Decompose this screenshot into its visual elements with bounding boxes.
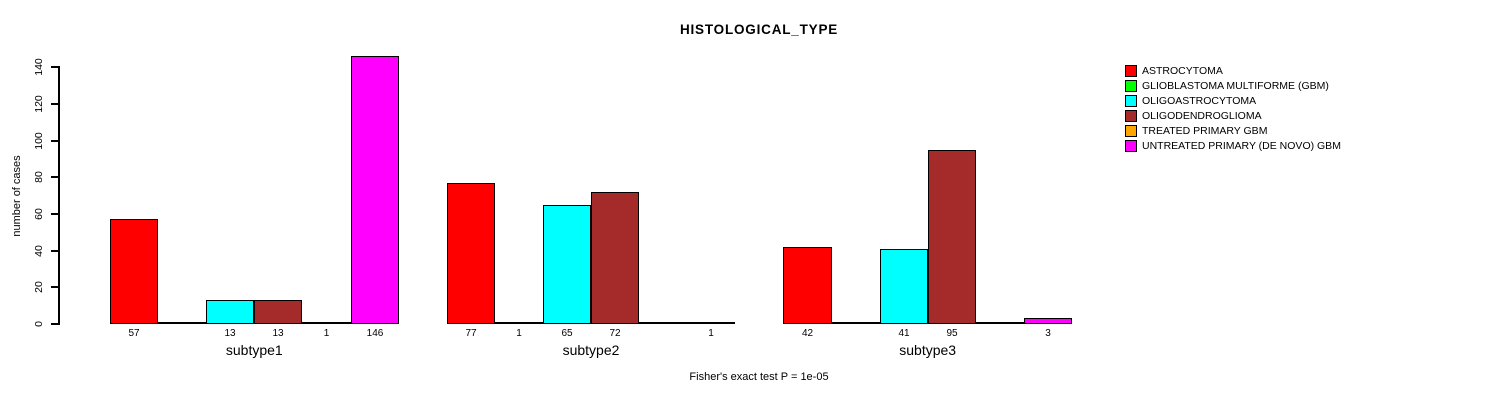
bar-subtype1-astrocytoma (110, 219, 158, 324)
y-tick-mark-60 (51, 212, 60, 215)
legend-color-swatch-astrocytoma (1125, 65, 1137, 77)
bar-subtype1-oligodendroglioma (254, 300, 302, 324)
y-axis-label: number of cases (11, 155, 23, 237)
y-tick-mark-120 (51, 102, 60, 105)
bar-value-label-subtype1-treated-primary-gbm: 1 (323, 328, 330, 339)
y-tick-label-60: 60 (33, 208, 45, 220)
legend-item-glioblastoma-multiforme-gbm: GLIOBLASTOMA MULTIFORME (GBM) (1125, 79, 1329, 93)
bar-subtype1-treated-primary-gbm (302, 322, 351, 324)
x-group-label-subtype2: subtype2 (562, 342, 620, 358)
bar-value-label-subtype2-oligodendroglioma: 72 (609, 328, 621, 339)
legend-item-astrocytoma: ASTROCYTOMA (1125, 64, 1223, 78)
legend-label-astrocytoma: ASTROCYTOMA (1142, 65, 1223, 77)
bar-subtype2-treated-primary-gbm (639, 322, 687, 324)
y-tick-label-20: 20 (33, 281, 45, 294)
legend-item-oligodendroglioma: OLIGODENDROGLIOMA (1125, 109, 1262, 123)
y-tick-mark-100 (51, 139, 60, 142)
legend-item-untreated-primary-de-novo-gbm: UNTREATED PRIMARY (DE NOVO) GBM (1125, 139, 1341, 153)
legend-label-oligoastrocytoma: OLIGOASTROCYTOMA (1142, 95, 1257, 107)
bar-subtype2-glioblastoma-multiforme-gbm (495, 322, 543, 324)
bar-subtype2-oligoastrocytoma (543, 205, 591, 324)
legend-color-swatch-oligodendroglioma (1125, 110, 1137, 122)
y-tick-mark-0 (51, 323, 60, 325)
legend-color-swatch-untreated-primary-de-novo-gbm (1125, 140, 1137, 152)
bar-value-label-subtype2-glioblastoma-multiforme-gbm: 1 (516, 328, 522, 339)
bar-value-label-subtype1-oligoastrocytoma: 13 (224, 328, 236, 339)
y-axis (58, 67, 60, 324)
y-tick-mark-20 (51, 286, 60, 289)
bar-subtype3-treated-primary-gbm (976, 322, 1024, 324)
legend-item-oligoastrocytoma: OLIGOASTROCYTOMA (1125, 94, 1256, 108)
bar-value-label-subtype3-astrocytoma: 42 (801, 328, 814, 339)
y-tick-label-140: 140 (33, 58, 45, 77)
y-tick-label-100: 100 (33, 131, 45, 150)
legend-label-treated-primary-gbm: TREATED PRIMARY GBM (1142, 125, 1268, 137)
bar-subtype2-astrocytoma (447, 183, 495, 324)
legend-color-swatch-glioblastoma-multiforme-gbm (1125, 80, 1137, 92)
bar-value-label-subtype2-astrocytoma: 77 (465, 328, 477, 339)
y-tick-label-0: 0 (33, 321, 45, 327)
bar-subtype3-oligodendroglioma (928, 150, 976, 324)
bar-value-label-subtype1-oligodendroglioma: 13 (272, 328, 284, 339)
bar-value-label-subtype1-astrocytoma: 57 (128, 328, 140, 339)
y-tick-label-80: 80 (33, 171, 45, 184)
y-tick-label-120: 120 (33, 95, 45, 113)
x-group-label-subtype3: subtype3 (899, 342, 957, 358)
bar-value-label-subtype3-oligodendroglioma: 95 (946, 328, 958, 339)
legend-color-swatch-treated-primary-gbm (1125, 125, 1137, 137)
bar-value-label-subtype1-untreated-primary-de-novo-gbm: 146 (366, 328, 384, 339)
bar-subtype1-oligoastrocytoma (206, 300, 254, 324)
bar-subtype2-oligodendroglioma (591, 192, 639, 324)
x-group-label-subtype1: subtype1 (225, 342, 283, 358)
bar-subtype3-oligoastrocytoma (880, 249, 928, 324)
legend-item-treated-primary-gbm: TREATED PRIMARY GBM (1125, 124, 1267, 138)
bar-value-label-subtype2-untreated-primary-de-novo-gbm: 1 (708, 328, 714, 339)
bar-subtype3-glioblastoma-multiforme-gbm (832, 322, 880, 324)
y-tick-mark-140 (51, 66, 60, 69)
bar-subtype1-glioblastoma-multiforme-gbm (158, 322, 206, 324)
y-tick-label-40: 40 (33, 244, 45, 257)
bar-value-label-subtype3-untreated-primary-de-novo-gbm: 3 (1045, 328, 1051, 339)
bar-value-label-subtype2-oligoastrocytoma: 65 (561, 328, 573, 339)
legend-label-untreated-primary-de-novo-gbm: UNTREATED PRIMARY (DE NOVO) GBM (1142, 140, 1341, 152)
legend-label-oligodendroglioma: OLIGODENDROGLIOMA (1142, 110, 1262, 122)
bar-value-label-subtype3-oligoastrocytoma: 41 (898, 328, 910, 339)
bar-subtype3-astrocytoma (783, 247, 832, 324)
chart-title: HISTOLOGICAL_TYPE (679, 22, 839, 37)
legend-color-swatch-oligoastrocytoma (1125, 95, 1137, 107)
fisher-test-annotation: Fisher's exact test P = 1e-05 (689, 371, 829, 383)
y-tick-mark-40 (51, 249, 60, 252)
bar-subtype1-untreated-primary-de-novo-gbm (351, 56, 399, 324)
legend-label-glioblastoma-multiforme-gbm: GLIOBLASTOMA MULTIFORME (GBM) (1142, 80, 1329, 92)
bar-subtype2-untreated-primary-de-novo-gbm (687, 322, 735, 324)
y-tick-mark-80 (51, 176, 60, 179)
bar-subtype3-untreated-primary-de-novo-gbm (1024, 318, 1072, 324)
